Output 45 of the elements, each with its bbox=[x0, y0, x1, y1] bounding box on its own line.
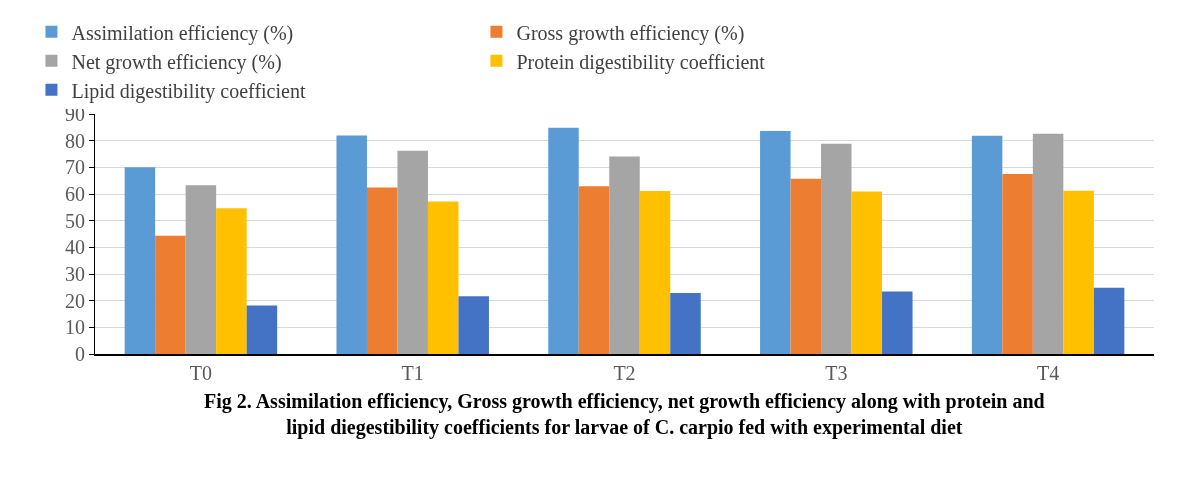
y-tick-label: 40 bbox=[65, 236, 85, 259]
x-tick-label: T4 bbox=[1036, 362, 1060, 384]
bar bbox=[336, 135, 367, 354]
caption: Fig 2. Assimilation efficiency, Gross growth efficiency, net growth efficiency along with protein and lipid diegestibility coefficients for larvae of C. carpio fed with experimental diet bbox=[204, 390, 1045, 439]
legend-label: Protein digestibility coefficient bbox=[516, 50, 766, 74]
y-tick-label: 30 bbox=[65, 263, 85, 285]
legend-label: Net growth efficiency (%) bbox=[71, 50, 282, 74]
x-tick-label: T2 bbox=[613, 362, 636, 384]
y-tick-label: 20 bbox=[65, 289, 85, 312]
bar bbox=[366, 187, 398, 354]
bar bbox=[609, 156, 640, 354]
x-tick-label: T0 bbox=[189, 362, 213, 384]
bar bbox=[670, 292, 701, 354]
legend-label: Assimilation efficiency (%) bbox=[71, 21, 294, 45]
y-tick-label: 10 bbox=[65, 316, 85, 339]
bar bbox=[578, 186, 610, 354]
bar bbox=[851, 191, 883, 354]
bar bbox=[458, 296, 489, 354]
legend-label: Lipid digestibility coefficient bbox=[71, 79, 306, 103]
bar bbox=[790, 178, 822, 354]
bar bbox=[821, 143, 852, 354]
y-tick-label: 0 bbox=[75, 343, 85, 365]
bar bbox=[246, 305, 278, 354]
bar bbox=[216, 208, 247, 354]
bar bbox=[397, 150, 428, 354]
x-tick-label: T3 bbox=[825, 362, 848, 384]
bar bbox=[155, 235, 186, 354]
bar bbox=[1002, 174, 1033, 354]
y-tick-label: 80 bbox=[65, 129, 85, 152]
bar bbox=[1032, 133, 1064, 354]
bar bbox=[639, 191, 671, 354]
y-tick-label: 50 bbox=[65, 209, 85, 232]
bar bbox=[185, 185, 217, 354]
y-tick-label: 60 bbox=[65, 183, 85, 205]
bar bbox=[124, 167, 156, 354]
bar bbox=[1063, 190, 1094, 354]
y-tick-label: 70 bbox=[65, 156, 85, 179]
bar bbox=[548, 127, 579, 354]
bar bbox=[882, 291, 913, 354]
bar bbox=[971, 135, 1003, 354]
bar bbox=[760, 131, 791, 354]
x-tick-label: T1 bbox=[401, 362, 424, 384]
bar bbox=[1093, 287, 1125, 354]
bar bbox=[427, 201, 459, 354]
legend-label: Gross growth efficiency (%) bbox=[516, 21, 745, 45]
